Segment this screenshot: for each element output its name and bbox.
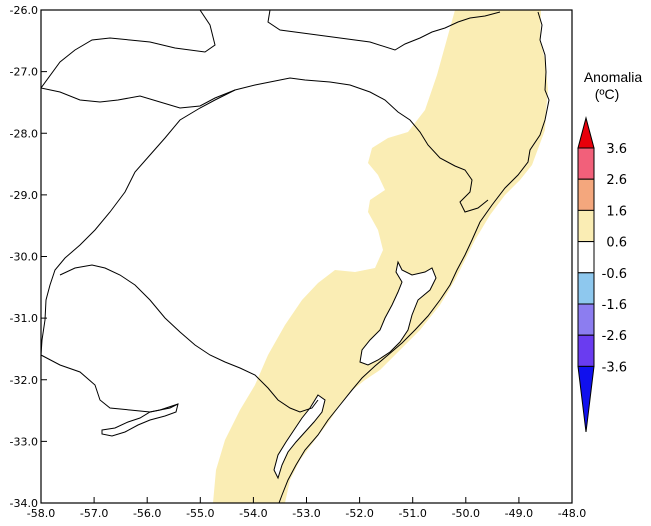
boundary-argentina-north: [41, 10, 216, 89]
lat-tick-label: -26.0: [10, 4, 38, 17]
lon-tick-label: -56.0: [133, 507, 161, 520]
lon-tick-label: -50.0: [452, 507, 480, 520]
lon-tick-label: -55.0: [186, 507, 214, 520]
lon-tick-label: -48.0: [558, 507, 586, 520]
coastline: [278, 11, 550, 503]
lon-tick-label: -57.0: [80, 507, 108, 520]
boundaries: [41, 10, 550, 503]
colorbar-top-arrow: [577, 116, 595, 149]
colorbar-label: 2.6: [606, 173, 627, 188]
lat-tick-label: -27.0: [10, 66, 38, 79]
colorbar-band-minus-1-6-2-6: [577, 303, 595, 336]
lat-tick-label: -34.0: [10, 497, 38, 510]
colorbar-label: -0.6: [602, 267, 627, 282]
map-panel: -58.0 -57.0 -56.0 -55.0 -54.0 -53.0 -52.0 -51.0…: [10, 4, 587, 520]
colorbar-bottom-arrow: [577, 365, 595, 433]
estuary-shoreline: [101, 403, 179, 437]
colorbar-labels: 3.6 2.6 1.6 0.6 -0.6 -1.6 -2.6 -3.6: [602, 142, 627, 375]
legend: Anomalia (ºC) 3.6 2.6 1.6 0.6 -0.6 -1.6 -2.6 -3…: [577, 69, 643, 433]
boundary-argentina-rs: [41, 89, 236, 356]
colorbar-band-neutral: [577, 241, 595, 274]
legend-title: Anomalia: [584, 69, 643, 85]
lon-tick-label: -53.0: [292, 507, 320, 520]
lon-tick-label: -51.0: [398, 507, 426, 520]
colorbar: [577, 116, 595, 433]
lat-tick-label: -31.0: [10, 312, 38, 325]
lagoon-mirim: [273, 394, 326, 480]
colorbar-label: 3.6: [606, 142, 627, 157]
colorbar-label: -2.6: [602, 329, 627, 344]
boundary-parana-sc: [267, 10, 501, 51]
lon-tick-label: -52.0: [345, 507, 373, 520]
lat-tick-label: -28.0: [10, 127, 38, 140]
colorbar-band-minus-0-6-1-6: [577, 272, 595, 305]
colorbar-label: -1.6: [602, 298, 627, 313]
legend-unit: (ºC): [595, 86, 620, 102]
lagoon-patos: [359, 260, 437, 366]
lat-tick-label: -30.0: [10, 251, 38, 264]
colorbar-band-1-6-2-6: [577, 178, 595, 211]
boundary-sc-rs: [41, 77, 489, 213]
longitude-axis: -58.0 -57.0 -56.0 -55.0 -54.0 -53.0 -52.0 -51.0…: [27, 497, 586, 520]
lat-tick-label: -33.0: [10, 435, 38, 448]
colorbar-band-0-6-1-6: [577, 209, 595, 243]
boundary-uruguay-rs: [59, 264, 319, 413]
colorbar-label: -3.6: [602, 360, 627, 375]
colorbar-band-2-6-3-6: [577, 147, 595, 180]
lat-tick-label: -32.0: [10, 374, 38, 387]
colorbar-label: 0.6: [606, 236, 627, 251]
colorbar-band-minus-2-6-3-6: [577, 334, 595, 367]
lon-tick-label: -58.0: [27, 507, 55, 520]
anomaly-region: [213, 10, 548, 503]
colorbar-label: 1.6: [606, 204, 627, 219]
lon-tick-label: -49.0: [505, 507, 533, 520]
latitude-axis: -26.0 -27.0 -28.0 -29.0 -30.0 -31.0 -32.0 -33.0…: [10, 4, 47, 510]
lat-tick-label: -29.0: [10, 189, 38, 202]
lon-tick-label: -54.0: [239, 507, 267, 520]
